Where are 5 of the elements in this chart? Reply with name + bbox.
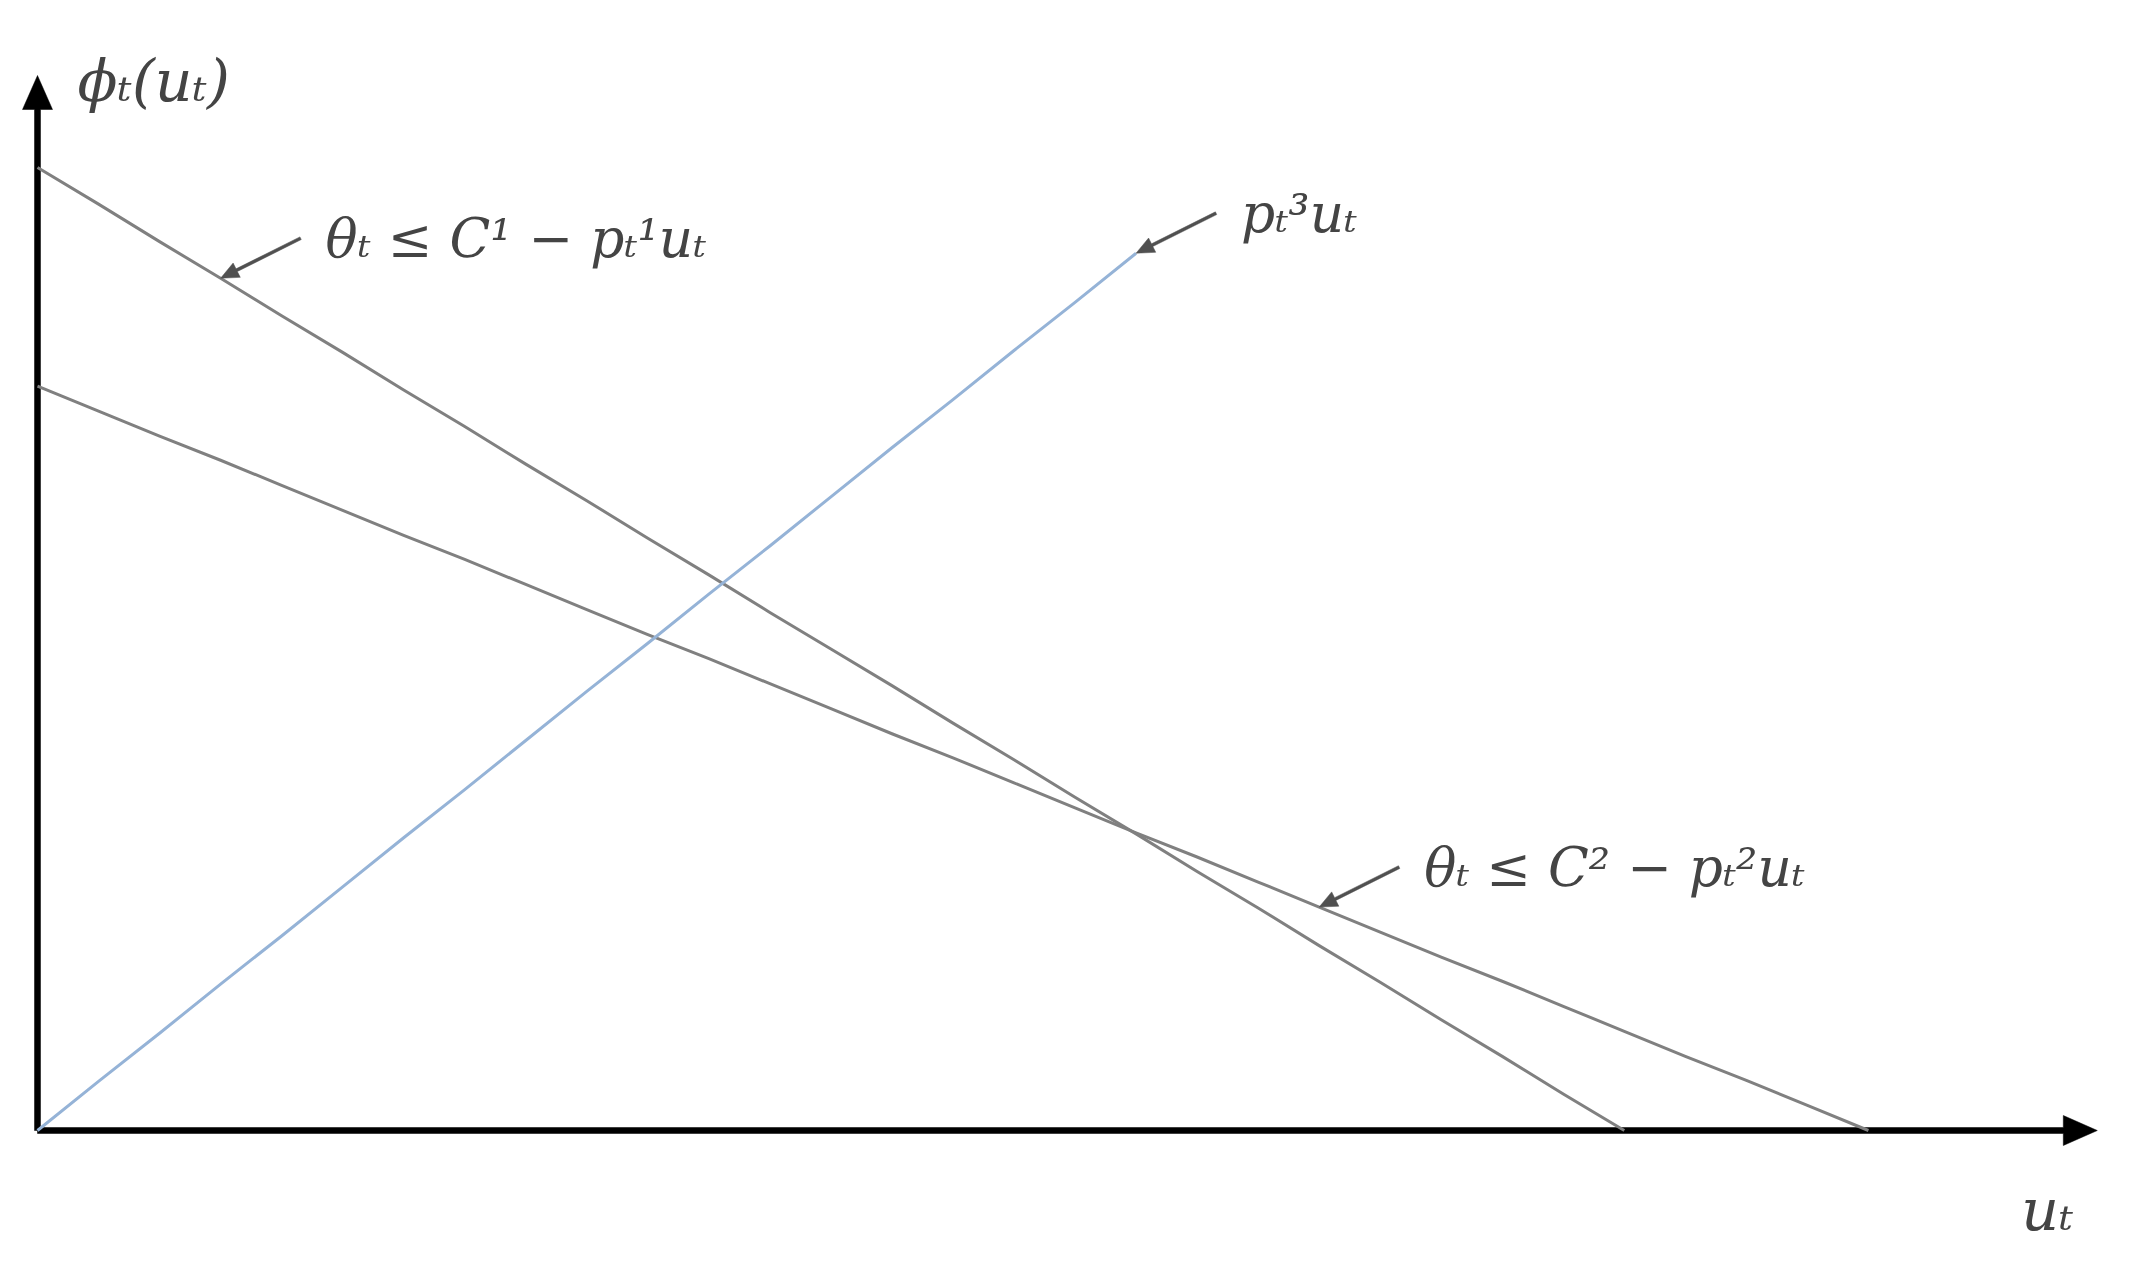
x-axis-title: uₜ	[2021, 1175, 2074, 1244]
annotation: θₜ ≤ C² − pₜ²uₜ	[1424, 835, 1805, 899]
y-axis-title: ϕₜ(uₜ)	[77, 46, 230, 115]
annotation: pₜ³uₜ	[1241, 181, 1358, 245]
annotation: θₜ ≤ C¹ − pₜ¹uₜ	[325, 206, 707, 270]
